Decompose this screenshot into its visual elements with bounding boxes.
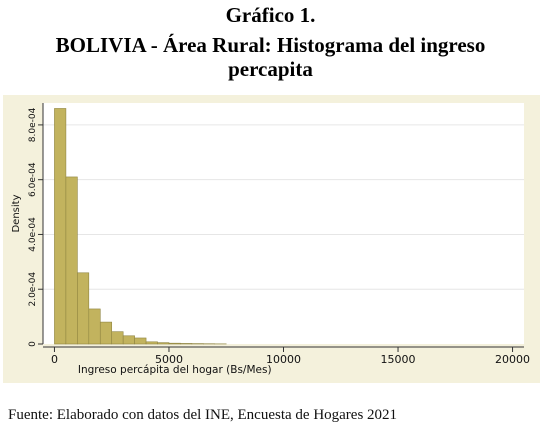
- histogram-bar: [145, 341, 158, 345]
- y-tick-label: 2.0e-04: [28, 272, 38, 307]
- x-tick-label: 0: [51, 353, 58, 366]
- chart-title-line2: percapita: [228, 57, 313, 81]
- y-tick-label: 4.0e-04: [28, 217, 38, 252]
- x-tick-label: 15000: [381, 353, 416, 366]
- source-note: Fuente: Elaborado con datos del INE, Enc…: [8, 407, 398, 423]
- histogram-bar: [180, 343, 193, 345]
- histogram-bar: [88, 308, 101, 345]
- histogram-bar: [99, 321, 113, 345]
- y-tick-label: 0: [28, 341, 38, 347]
- histogram-bar: [54, 108, 67, 345]
- plot-area: [43, 103, 524, 344]
- histogram-chart: 0 2.0e-04 4.0e-04 6.0e-04 8.0e-04 0 5000 10000 1…: [11, 103, 530, 376]
- x-axis-label: Ingreso percápita del hogar (Bs/Mes): [78, 364, 272, 376]
- y-axis-label: Density: [11, 194, 22, 232]
- histogram-bar: [65, 176, 78, 345]
- histogram-bar: [134, 337, 147, 345]
- histogram-bar: [77, 272, 90, 345]
- histogram-bar: [168, 342, 181, 345]
- histogram-bar: [111, 331, 124, 345]
- chart-panel: 0 2.0e-04 4.0e-04 6.0e-04 8.0e-04 0 5000 10000 1…: [3, 95, 540, 383]
- y-tick-label: 6.0e-04: [28, 162, 38, 197]
- figure-label: Gráfico 1.: [225, 3, 316, 27]
- x-tick-label: 20000: [495, 353, 530, 366]
- x-tick-label: 10000: [266, 353, 301, 366]
- histogram-bar: [157, 342, 170, 345]
- histogram-bar: [122, 335, 135, 345]
- chart-title-line1: BOLIVIA - Área Rural: Histograma del ing…: [55, 33, 486, 57]
- x-tick-label: 5000: [155, 353, 183, 366]
- y-tick-label: 8.0e-04: [28, 107, 38, 142]
